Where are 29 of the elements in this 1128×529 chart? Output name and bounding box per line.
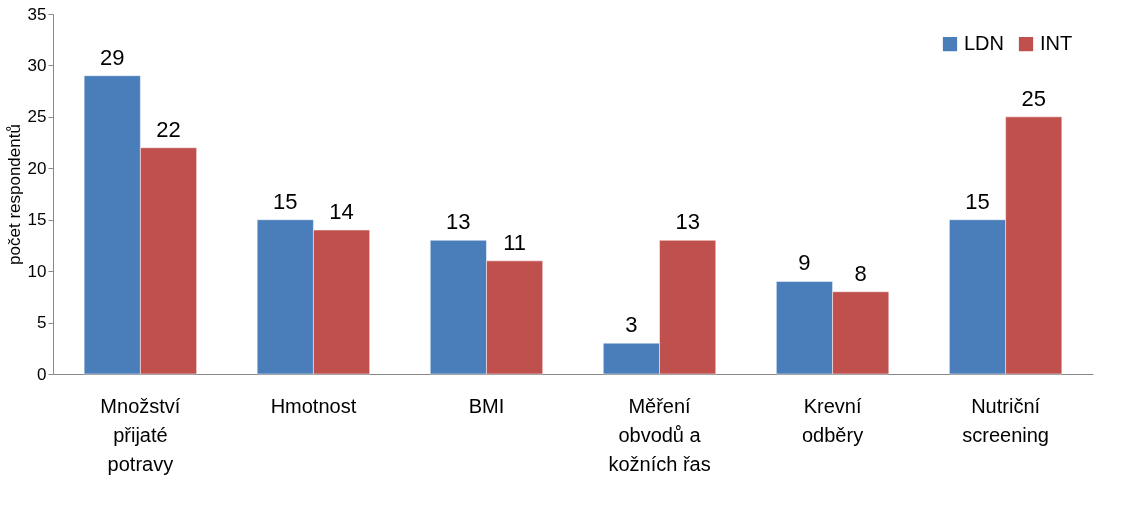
x-tick-label: BMI — [468, 394, 505, 417]
x-tick-label: Měření obvodů a kožních řas — [608, 394, 711, 475]
x-tick-label: Množství přijaté potravy — [100, 394, 181, 475]
y-tick-label: 0 — [37, 364, 47, 384]
data-label: 29 — [100, 44, 125, 70]
x-tick-label: Krevní odběry — [801, 394, 864, 446]
y-tick-label: 20 — [27, 158, 47, 178]
x-tick-label: Nutriční screening — [962, 394, 1049, 446]
data-label: 22 — [156, 116, 181, 142]
data-label: 8 — [854, 260, 867, 286]
y-tick-label: 10 — [27, 261, 47, 281]
data-label: 13 — [446, 209, 471, 235]
y-tick-label: 30 — [27, 55, 47, 75]
data-label: 3 — [625, 312, 638, 338]
data-label: 11 — [503, 229, 527, 255]
legend-label: LDN — [964, 32, 1005, 55]
data-label: 9 — [798, 250, 811, 276]
legend-label: INT — [1040, 32, 1073, 55]
y-axis-title: počet respondentů — [4, 124, 24, 265]
data-label: 14 — [329, 199, 354, 224]
data-label: 13 — [675, 209, 700, 235]
y-tick-label: 15 — [27, 210, 47, 230]
data-label: 15 — [965, 188, 990, 214]
y-tick-label: 35 — [27, 4, 47, 24]
y-tick-label: 25 — [27, 107, 47, 127]
y-tick-label: 5 — [37, 313, 47, 333]
data-label: 25 — [1021, 85, 1046, 111]
data-label: 15 — [273, 188, 298, 214]
x-tick-label: Hmotnost — [270, 394, 357, 417]
